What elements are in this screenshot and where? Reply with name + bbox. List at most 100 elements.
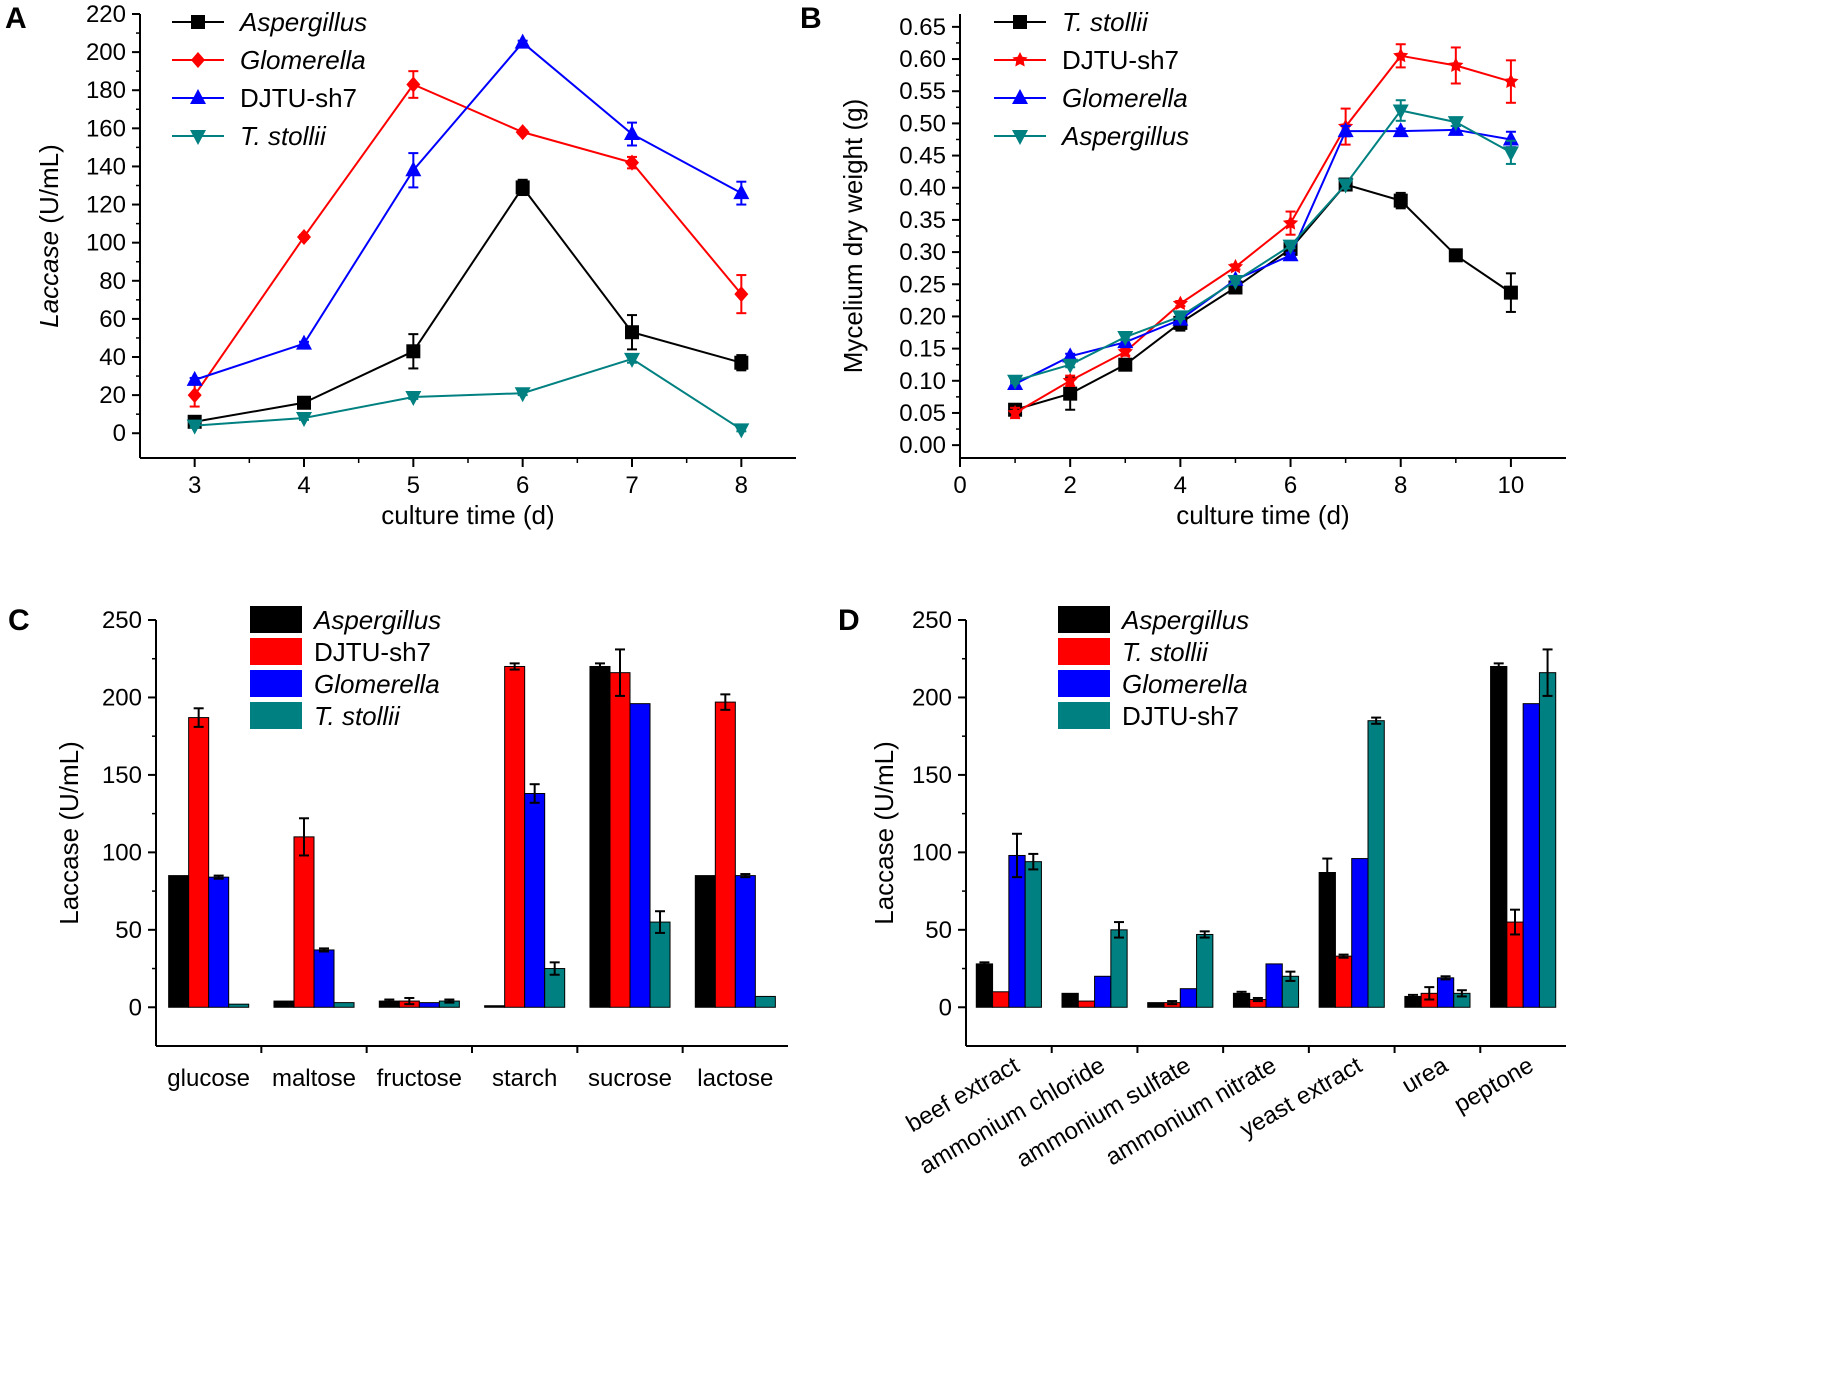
y-tick-label: 200 xyxy=(86,39,126,66)
y-tick-label: 40 xyxy=(99,344,126,371)
series-line xyxy=(1014,128,1512,385)
legend-swatch xyxy=(1058,702,1110,729)
x-tick-label: 0 xyxy=(953,472,966,499)
bar xyxy=(273,1000,295,1008)
series-aspergillus xyxy=(168,662,716,1008)
x-tick-label: 6 xyxy=(516,472,529,499)
legend-swatch xyxy=(250,638,302,665)
bar xyxy=(1061,992,1079,1008)
x-tick-label: 8 xyxy=(1394,472,1407,499)
legend: T. stollii DJTU-sh7 Glomerella Aspergillus xyxy=(994,7,1189,151)
bar xyxy=(992,991,1010,1008)
legend-marker xyxy=(1012,89,1028,104)
bar xyxy=(504,665,526,1008)
legend-marker xyxy=(190,89,206,104)
x-tick-label: 6 xyxy=(1284,472,1297,499)
legend-label: Aspergillus xyxy=(312,605,441,635)
data-point xyxy=(1392,122,1409,138)
legend-swatch xyxy=(1058,638,1110,665)
x-tick-label: 7 xyxy=(625,472,638,499)
data-point xyxy=(624,125,640,141)
y-axis-title: Laccase (U/mL) xyxy=(54,741,84,925)
x-tick-label: 4 xyxy=(1174,472,1187,499)
y-axis-title: Laccase (U/mL) xyxy=(869,741,899,925)
legend-item-aspergillus: Aspergillus xyxy=(250,605,441,635)
legend-item-t-stollii: T. stollii xyxy=(1058,637,1209,667)
series-glomerella xyxy=(1008,703,1540,1008)
x-tick-label: 8 xyxy=(735,472,748,499)
category-label: urea xyxy=(1397,1051,1453,1099)
bar xyxy=(1351,858,1369,1008)
legend-label: DJTU-sh7 xyxy=(1062,45,1179,75)
data-point xyxy=(1447,116,1464,132)
data-point xyxy=(733,423,750,439)
legend-marker xyxy=(1012,130,1028,145)
bar xyxy=(1077,1000,1096,1008)
y-tick-label: 80 xyxy=(99,268,126,295)
bar xyxy=(1110,929,1128,1008)
legend-item-glomerella: Glomerella xyxy=(1058,669,1248,699)
bar xyxy=(208,876,230,1008)
y-tick-label: 50 xyxy=(115,917,142,944)
data-point xyxy=(515,180,530,195)
y-tick-label: 200 xyxy=(102,684,142,711)
bar xyxy=(1490,665,1508,1008)
y-tick-label: 60 xyxy=(99,306,126,333)
data-point xyxy=(734,355,749,370)
legend-label: T. stollii xyxy=(314,701,401,731)
series-line xyxy=(194,357,742,431)
x-axis-title: culture time (d) xyxy=(381,500,554,530)
bar xyxy=(754,995,776,1008)
x-axis-title: culture time (d) xyxy=(1176,500,1349,530)
data-point xyxy=(1172,295,1188,310)
bar xyxy=(1024,861,1042,1008)
x-tick-label: 2 xyxy=(1064,472,1077,499)
legend-label: DJTU-sh7 xyxy=(240,83,357,113)
series-t-stollii xyxy=(992,908,1524,1008)
bar xyxy=(1436,977,1455,1008)
category-label: fructose xyxy=(377,1065,462,1092)
series-line xyxy=(1014,109,1512,382)
data-point xyxy=(296,334,312,350)
legend-label: Aspergillus xyxy=(1120,605,1249,635)
y-tick-label: 0.65 xyxy=(899,14,946,41)
legend-item-t-stollii: T. stollii xyxy=(250,701,401,731)
data-point xyxy=(1227,275,1244,291)
legend-item-djtu-sh7: DJTU-sh7 xyxy=(250,637,431,667)
bar xyxy=(694,875,716,1008)
y-tick-label: 140 xyxy=(86,153,126,180)
series-line xyxy=(194,41,742,381)
legend-label: T. stollii xyxy=(1062,7,1149,37)
y-tick-label: 150 xyxy=(912,762,952,789)
bar xyxy=(1094,975,1112,1008)
category-label: glucose xyxy=(167,1065,250,1092)
series-t-stollii xyxy=(186,352,750,439)
legend-label: T. stollii xyxy=(1122,637,1209,667)
legend-swatch xyxy=(250,670,302,697)
legend-item-glomerella: Glomerella xyxy=(172,45,366,75)
legend-label: T. stollii xyxy=(240,121,327,151)
data-point xyxy=(514,33,531,49)
data-point xyxy=(1117,343,1133,359)
series-aspergillus xyxy=(187,178,749,429)
panel-b: B 0.00 0.05 0.10 0.15 0.20 0.25 0.30 0.35 0.40 0.4… xyxy=(800,2,1566,530)
data-point xyxy=(1007,405,1023,420)
series-glomerella xyxy=(187,70,749,408)
y-tick-label: 20 xyxy=(99,382,126,409)
data-point xyxy=(1062,358,1079,374)
data-point xyxy=(1172,310,1189,326)
bar xyxy=(1147,1002,1165,1008)
data-point xyxy=(187,387,202,404)
bar xyxy=(293,836,315,1008)
series-line xyxy=(194,185,742,423)
legend: Aspergillus Glomerella DJTU-sh7 T. stollii xyxy=(172,7,367,151)
bar xyxy=(1522,703,1540,1008)
data-point xyxy=(1118,357,1133,372)
data-point xyxy=(1062,372,1078,388)
legend-swatch xyxy=(250,702,302,729)
bar xyxy=(1179,988,1198,1008)
y-tick-label: 0.15 xyxy=(899,336,946,363)
